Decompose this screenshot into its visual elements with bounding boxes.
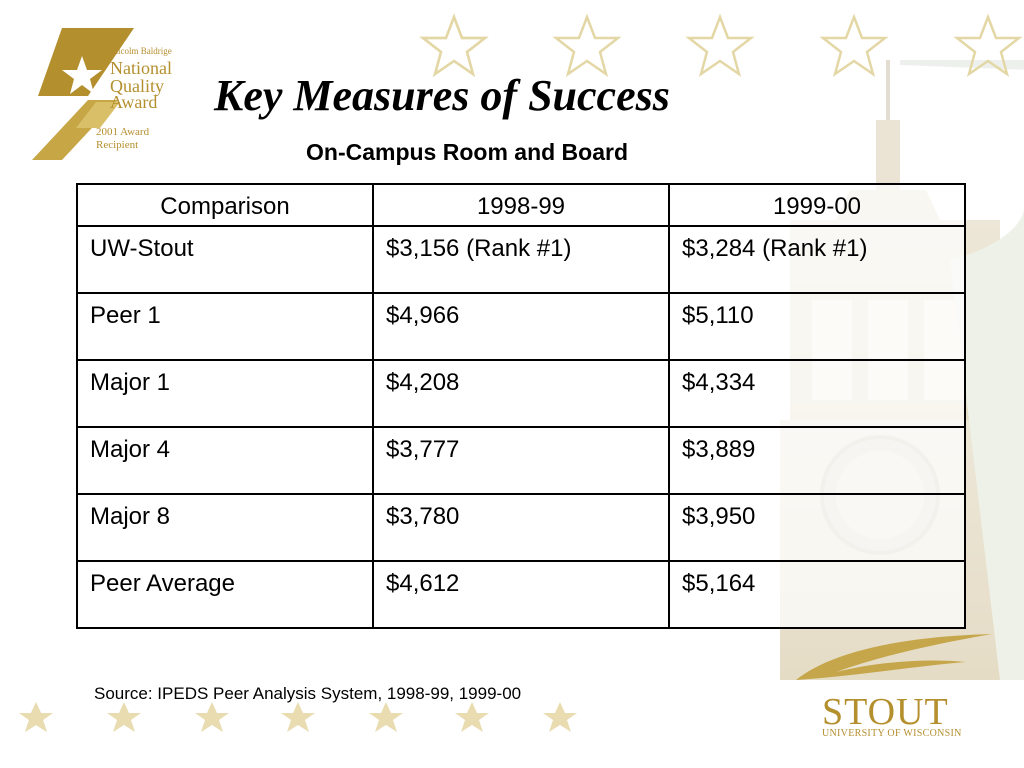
award-text-line1: Malcolm Baldrige xyxy=(106,46,172,56)
table-cell: $3,156 (Rank #1) xyxy=(372,225,670,294)
table-cell: $5,164 xyxy=(668,560,966,629)
table-cell: Major 4 xyxy=(76,426,374,495)
table-cell: $3,777 xyxy=(372,426,670,495)
award-text-line4: Award xyxy=(110,92,158,112)
table-cell: $3,284 (Rank #1) xyxy=(668,225,966,294)
table-cell: $3,780 xyxy=(372,493,670,562)
baldrige-award-logo xyxy=(32,28,134,160)
award-text-line3: Quality xyxy=(110,76,164,96)
table-row: Major 1 $4,208 $4,334 xyxy=(76,359,966,428)
source-note: Source: IPEDS Peer Analysis System, 1998… xyxy=(94,684,522,703)
table-header-row: Comparison 1998-99 1999-00 xyxy=(76,183,966,227)
table-cell: Major 1 xyxy=(76,359,374,428)
comparison-table: Comparison 1998-99 1999-00 UW-Stout $3,1… xyxy=(76,183,966,629)
table-row: Peer Average $4,612 $5,164 xyxy=(76,560,966,629)
table-cell: $3,889 xyxy=(668,426,966,495)
stout-subtitle: UNIVERSITY OF WISCONSIN xyxy=(822,728,962,739)
award-text-line2: National xyxy=(110,58,172,78)
stout-logo-swoosh xyxy=(796,634,992,680)
decorative-stars-bottom xyxy=(19,702,577,732)
table-cell: Peer 1 xyxy=(76,292,374,361)
table-cell: Peer Average xyxy=(76,560,374,629)
award-text-line6: Recipient xyxy=(96,139,139,151)
award-text-line5: 2001 Award xyxy=(96,126,150,138)
table-cell: $4,966 xyxy=(372,292,670,361)
slide-title: Key Measures of Success xyxy=(214,71,670,120)
header-cell: 1998-99 xyxy=(372,183,670,227)
table-cell: UW-Stout xyxy=(76,225,374,294)
table-cell: $3,950 xyxy=(668,493,966,562)
table-cell: $4,334 xyxy=(668,359,966,428)
slide-subtitle: On-Campus Room and Board xyxy=(306,139,629,165)
decorative-stars-top xyxy=(419,13,1021,77)
table-row: Peer 1 $4,966 $5,110 xyxy=(76,292,966,361)
header-cell: 1999-00 xyxy=(668,183,966,227)
table-cell: $4,208 xyxy=(372,359,670,428)
stout-wordmark: STOUT xyxy=(822,691,949,733)
table-row: Major 4 $3,777 $3,889 xyxy=(76,426,966,495)
table-row: UW-Stout $3,156 (Rank #1) $3,284 (Rank #… xyxy=(76,225,966,294)
table-cell: Major 8 xyxy=(76,493,374,562)
table-row: Major 8 $3,780 $3,950 xyxy=(76,493,966,562)
table-cell: $4,612 xyxy=(372,560,670,629)
header-cell: Comparison xyxy=(76,183,374,227)
table-cell: $5,110 xyxy=(668,292,966,361)
